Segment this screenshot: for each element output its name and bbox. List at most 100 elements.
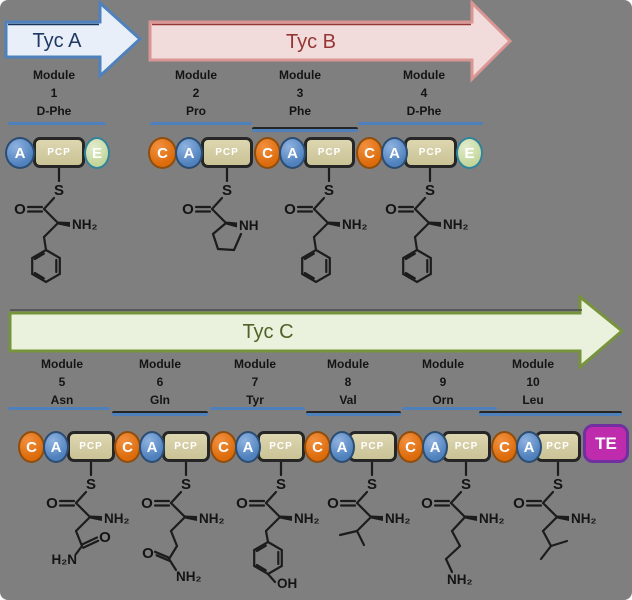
structure-module-3-phe: S O NH₂ bbox=[284, 166, 368, 284]
module-word: Module bbox=[422, 357, 464, 371]
sulfur-label: S bbox=[222, 182, 232, 199]
sulfur-label: S bbox=[86, 476, 96, 493]
structure-module-4-d-phe: S O NH₂ bbox=[385, 166, 469, 284]
structure-module-1-d-phe: S O NH₂ bbox=[14, 166, 98, 284]
module-amino-acid: D-Phe bbox=[36, 104, 72, 118]
amine-label: NH₂ bbox=[72, 217, 98, 232]
module-7-label: Module 7 Tyr bbox=[205, 355, 305, 409]
module-word: Module bbox=[279, 68, 321, 82]
domain-pcp-module-1: PCP bbox=[33, 137, 85, 168]
module-word: Module bbox=[327, 357, 369, 371]
module-3-underline bbox=[252, 127, 358, 132]
domain-pcp-module-5: PCP bbox=[67, 431, 115, 462]
structure-module-2-pro: S O NH bbox=[182, 166, 259, 252]
structure-module-8-val: S O NH₂ bbox=[327, 460, 411, 547]
tyc-b-arrow-shape bbox=[148, 0, 513, 83]
module-number: 10 bbox=[526, 375, 540, 389]
domain-pcp-module-10: PCP bbox=[535, 431, 581, 462]
bond-lines bbox=[194, 166, 243, 252]
module-amino-acid: Orn bbox=[432, 393, 454, 407]
bond-lines bbox=[26, 166, 70, 284]
module-9-underline bbox=[402, 407, 497, 410]
module-number: 2 bbox=[192, 86, 200, 100]
tyc-a-label: Tyc A bbox=[33, 30, 83, 52]
module-5-label: Module 5 Asn bbox=[12, 355, 112, 409]
oxygen-label: O bbox=[327, 495, 339, 512]
structure-module-6-gln: S O NH₂ O NH₂ bbox=[141, 460, 225, 584]
module-amino-acid: Tyr bbox=[246, 393, 264, 407]
oxygen-label: O bbox=[236, 495, 248, 512]
domain-c-module-10: C bbox=[491, 431, 518, 463]
bond-lines bbox=[296, 166, 340, 284]
module-4-label: Module 4 D-Phe bbox=[374, 66, 474, 120]
tyc-a-arrow-shape bbox=[4, 0, 143, 80]
bond-lines bbox=[58, 460, 102, 556]
sulfur-label: S bbox=[553, 476, 563, 493]
module-5-underline bbox=[8, 407, 110, 410]
module-word: Module bbox=[403, 68, 445, 82]
module-number: 3 bbox=[296, 86, 304, 100]
bond-lines bbox=[153, 460, 197, 572]
structure-module-10-leu: S O NH₂ bbox=[513, 460, 597, 561]
domain-e-module-4: E bbox=[456, 137, 483, 169]
amine-label: NH₂ bbox=[443, 217, 469, 232]
structure-module-7-tyr: S O NH₂ OH bbox=[236, 460, 320, 591]
domain-c-module-2: C bbox=[148, 137, 177, 169]
sulfur-label: S bbox=[461, 476, 471, 493]
domain-c-module-4: C bbox=[356, 137, 383, 169]
tyc-a-arrow: Tyc A bbox=[4, 0, 143, 80]
amide-oxygen-label: O bbox=[99, 529, 111, 546]
bond-lines bbox=[525, 460, 569, 561]
amine-label: NH₂ bbox=[199, 511, 225, 526]
module-number: 1 bbox=[50, 86, 58, 100]
module-9-label: Module 9 Orn bbox=[393, 355, 493, 409]
domain-a-module-9: A bbox=[422, 431, 448, 463]
tyc-c-arrow-shape bbox=[8, 293, 625, 371]
module-10-underline bbox=[479, 411, 622, 416]
domain-c-module-5: C bbox=[18, 431, 45, 463]
module-number: 8 bbox=[344, 375, 352, 389]
module-10-label: Module 10 Leu bbox=[483, 355, 583, 409]
domain-e-module-1: E bbox=[84, 137, 110, 169]
module-number: 7 bbox=[251, 375, 259, 389]
amide-oxygen-label: O bbox=[142, 545, 154, 562]
module-2-underline bbox=[150, 122, 252, 125]
bond-lines bbox=[433, 460, 477, 574]
domain-pcp-module-4: PCP bbox=[404, 137, 457, 168]
oxygen-label: O bbox=[141, 495, 153, 512]
amine-label: NH₂ bbox=[294, 511, 320, 526]
domain-c-module-8: C bbox=[304, 431, 331, 463]
tyc-b-label: Tyc B bbox=[286, 31, 336, 53]
module-1-label: Module 1 D-Phe bbox=[4, 66, 104, 120]
domain-a-module-4: A bbox=[381, 137, 408, 169]
module-4-underline bbox=[358, 122, 483, 125]
module-amino-acid: Gln bbox=[150, 393, 170, 407]
module-word: Module bbox=[512, 357, 554, 371]
structure-module-5-asn: S O NH₂ O H₂N bbox=[46, 460, 130, 567]
module-word: Module bbox=[41, 357, 83, 371]
domain-c-module-3: C bbox=[254, 137, 281, 169]
domain-pcp-module-2: PCP bbox=[201, 137, 253, 168]
sulfur-label: S bbox=[276, 476, 286, 493]
bond-lines bbox=[338, 460, 383, 547]
amine-label: NH₂ bbox=[571, 511, 597, 526]
module-1-underline bbox=[8, 122, 106, 125]
module-amino-acid: Phe bbox=[288, 104, 311, 118]
sulfur-label: S bbox=[324, 182, 334, 199]
amide-amine-label: NH₂ bbox=[176, 569, 202, 584]
domain-pcp-module-7: PCP bbox=[257, 431, 305, 462]
module-8-underline bbox=[306, 411, 401, 416]
module-amino-acid: Leu bbox=[522, 393, 544, 407]
structure-module-9-orn: S O NH₂ NH₂ bbox=[421, 460, 505, 587]
domain-a-module-1: A bbox=[5, 137, 35, 169]
amide-amine-label: H₂N bbox=[52, 552, 78, 567]
sulfur-label: S bbox=[425, 182, 435, 199]
domain-a-module-2: A bbox=[175, 137, 203, 169]
sulfur-label: S bbox=[367, 476, 377, 493]
module-amino-acid: Pro bbox=[185, 104, 206, 118]
domain-c-module-7: C bbox=[210, 431, 237, 463]
oxygen-label: O bbox=[46, 495, 58, 512]
amine-label: NH₂ bbox=[385, 511, 411, 526]
module-word: Module bbox=[33, 68, 75, 82]
